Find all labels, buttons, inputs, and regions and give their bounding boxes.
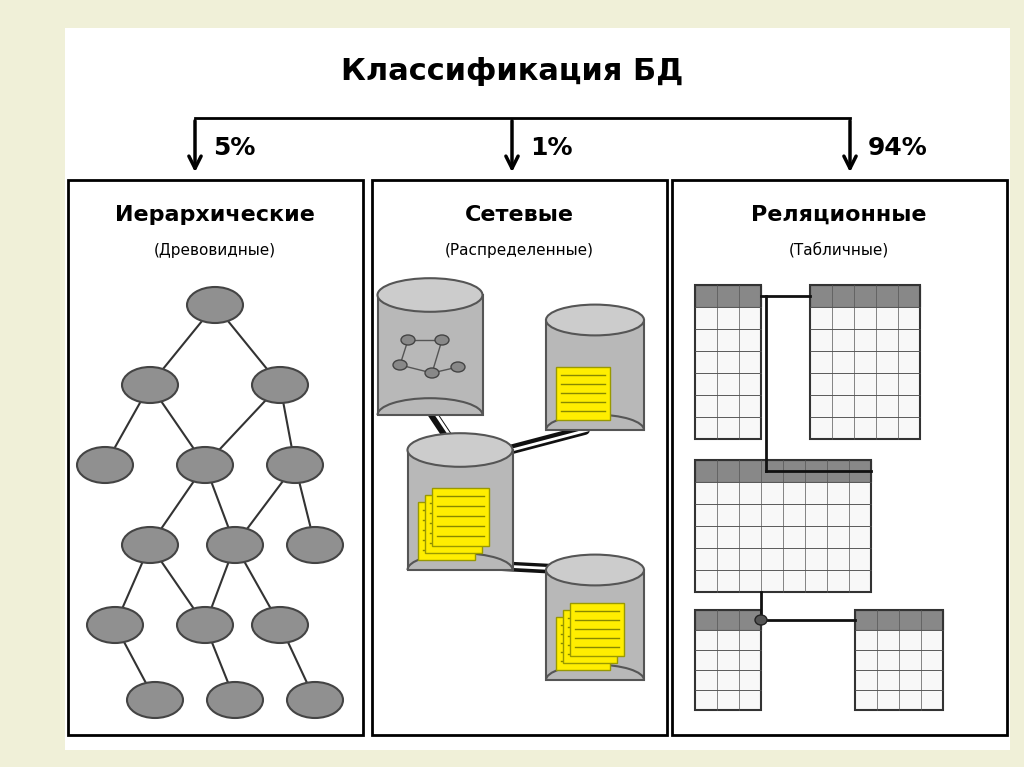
- Bar: [695, 570, 871, 592]
- Bar: [810, 307, 920, 329]
- Ellipse shape: [425, 368, 439, 378]
- Bar: [695, 610, 761, 630]
- Ellipse shape: [77, 447, 133, 483]
- Ellipse shape: [267, 447, 323, 483]
- Ellipse shape: [127, 682, 183, 718]
- Bar: [695, 351, 761, 373]
- Bar: [695, 548, 871, 570]
- Bar: [372, 180, 667, 735]
- Ellipse shape: [177, 447, 233, 483]
- Text: 1%: 1%: [530, 136, 572, 160]
- Bar: [695, 329, 761, 351]
- Bar: [855, 690, 943, 710]
- Ellipse shape: [122, 367, 178, 403]
- Bar: [570, 603, 624, 656]
- Text: Иерархические: Иерархические: [115, 205, 315, 225]
- Ellipse shape: [207, 527, 263, 563]
- Bar: [408, 450, 512, 570]
- Bar: [855, 650, 943, 670]
- Bar: [425, 495, 482, 553]
- Ellipse shape: [393, 360, 407, 370]
- Text: Реляционные: Реляционные: [752, 205, 927, 225]
- Bar: [695, 690, 761, 710]
- Text: (Распределенные): (Распределенные): [444, 242, 594, 258]
- Bar: [855, 670, 943, 690]
- Ellipse shape: [252, 607, 308, 643]
- Bar: [431, 489, 489, 546]
- Bar: [378, 295, 482, 415]
- Bar: [695, 482, 871, 504]
- Bar: [695, 460, 871, 592]
- Bar: [695, 526, 871, 548]
- Ellipse shape: [378, 278, 482, 312]
- Bar: [855, 610, 943, 630]
- Bar: [695, 307, 761, 329]
- Text: (Табличные): (Табличные): [788, 242, 889, 258]
- Text: Сетевые: Сетевые: [465, 205, 573, 225]
- Bar: [695, 460, 871, 482]
- Bar: [855, 610, 943, 710]
- Bar: [810, 329, 920, 351]
- Bar: [810, 395, 920, 417]
- Bar: [695, 630, 761, 650]
- Bar: [556, 367, 610, 420]
- Ellipse shape: [187, 287, 243, 323]
- Text: 5%: 5%: [213, 136, 255, 160]
- Ellipse shape: [87, 607, 143, 643]
- Ellipse shape: [177, 607, 233, 643]
- Ellipse shape: [435, 335, 449, 345]
- Bar: [546, 570, 644, 680]
- Ellipse shape: [287, 527, 343, 563]
- Bar: [563, 611, 616, 663]
- Ellipse shape: [252, 367, 308, 403]
- Ellipse shape: [546, 304, 644, 335]
- Text: (Древовидные): (Древовидные): [154, 242, 276, 258]
- Bar: [418, 502, 475, 560]
- Bar: [556, 617, 610, 670]
- Bar: [695, 373, 761, 395]
- Bar: [672, 180, 1007, 735]
- Bar: [695, 504, 871, 526]
- Bar: [810, 351, 920, 373]
- Ellipse shape: [546, 555, 644, 585]
- Ellipse shape: [401, 335, 415, 345]
- Ellipse shape: [287, 682, 343, 718]
- Bar: [695, 670, 761, 690]
- Bar: [810, 285, 920, 439]
- Text: 94%: 94%: [868, 136, 928, 160]
- Ellipse shape: [207, 682, 263, 718]
- Bar: [810, 417, 920, 439]
- Text: Классификация БД: Классификация БД: [341, 58, 683, 87]
- Bar: [68, 180, 362, 735]
- Bar: [695, 395, 761, 417]
- Ellipse shape: [408, 433, 512, 467]
- Bar: [695, 417, 761, 439]
- Bar: [695, 285, 761, 439]
- Bar: [695, 610, 761, 710]
- Bar: [855, 630, 943, 650]
- Ellipse shape: [451, 362, 465, 372]
- Bar: [695, 650, 761, 670]
- Bar: [695, 285, 761, 307]
- Ellipse shape: [755, 615, 767, 625]
- Bar: [546, 320, 644, 430]
- Bar: [810, 373, 920, 395]
- Bar: [810, 285, 920, 307]
- Ellipse shape: [122, 527, 178, 563]
